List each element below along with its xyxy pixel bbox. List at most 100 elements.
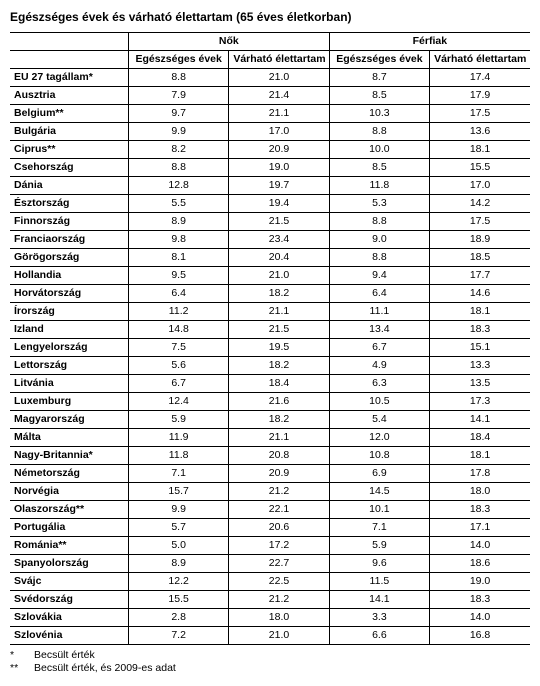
cell-value: 6.4 [128,284,228,302]
cell-value: 7.1 [128,464,228,482]
cell-value: 17.0 [430,176,530,194]
cell-value: 18.1 [430,446,530,464]
row-label: Spanyolország [10,554,128,572]
sub-header-row: Egészséges évek Várható élettartam Egész… [10,50,530,68]
row-label: Litvánia [10,374,128,392]
row-label: Izland [10,320,128,338]
cell-value: 18.3 [430,500,530,518]
cell-value: 19.0 [430,572,530,590]
group-header-row: Nők Férfiak [10,32,530,50]
cell-value: 9.7 [128,104,228,122]
row-label: Szlovákia [10,608,128,626]
cell-value: 8.5 [329,86,429,104]
cell-value: 9.6 [329,554,429,572]
table-row: Málta11.921.112.018.4 [10,428,530,446]
row-label: Hollandia [10,266,128,284]
cell-value: 10.8 [329,446,429,464]
cell-value: 18.2 [229,410,329,428]
table-row: Lettország5.618.24.913.3 [10,356,530,374]
cell-value: 17.1 [430,518,530,536]
cell-value: 12.2 [128,572,228,590]
table-row: Írország11.221.111.118.1 [10,302,530,320]
table-row: Belgium**9.721.110.317.5 [10,104,530,122]
cell-value: 6.3 [329,374,429,392]
cell-value: 11.9 [128,428,228,446]
row-label: Írország [10,302,128,320]
table-row: Hollandia9.521.09.417.7 [10,266,530,284]
cell-value: 18.0 [430,482,530,500]
cell-value: 19.5 [229,338,329,356]
group-header-women: Nők [128,32,329,50]
cell-value: 6.7 [128,374,228,392]
cell-value: 10.3 [329,104,429,122]
row-label: Svédország [10,590,128,608]
row-label: Dánia [10,176,128,194]
cell-value: 10.5 [329,392,429,410]
cell-value: 15.5 [430,158,530,176]
table-row: Izland14.821.513.418.3 [10,320,530,338]
header-blank [10,32,128,50]
group-header-men: Férfiak [329,32,530,50]
cell-value: 9.5 [128,266,228,284]
cell-value: 8.8 [128,158,228,176]
row-label: Olaszország** [10,500,128,518]
cell-value: 18.0 [229,608,329,626]
row-label: Bulgária [10,122,128,140]
row-label: Csehország [10,158,128,176]
footnote: *Becsült érték [10,649,530,663]
cell-value: 22.5 [229,572,329,590]
cell-value: 5.9 [329,536,429,554]
cell-value: 7.1 [329,518,429,536]
cell-value: 18.1 [430,140,530,158]
cell-value: 5.3 [329,194,429,212]
page-title: Egészséges évek és várható élettartam (6… [10,10,530,26]
cell-value: 9.0 [329,230,429,248]
cell-value: 8.2 [128,140,228,158]
row-label: EU 27 tagállam* [10,68,128,86]
cell-value: 14.2 [430,194,530,212]
cell-value: 15.5 [128,590,228,608]
table-row: Szlovénia7.221.06.616.8 [10,626,530,644]
cell-value: 17.5 [430,104,530,122]
table-row: Magyarország5.918.25.414.1 [10,410,530,428]
row-label: Lengyelország [10,338,128,356]
table-row: Svájc12.222.511.519.0 [10,572,530,590]
cell-value: 20.6 [229,518,329,536]
cell-value: 14.0 [430,536,530,554]
cell-value: 8.9 [128,212,228,230]
cell-value: 6.4 [329,284,429,302]
table-row: Dánia12.819.711.817.0 [10,176,530,194]
footnote: **Becsült érték, és 2009-es adat [10,662,530,676]
cell-value: 21.1 [229,104,329,122]
cell-value: 22.7 [229,554,329,572]
cell-value: 20.4 [229,248,329,266]
row-label: Luxemburg [10,392,128,410]
cell-value: 14.5 [329,482,429,500]
cell-value: 5.6 [128,356,228,374]
cell-value: 3.3 [329,608,429,626]
cell-value: 8.9 [128,554,228,572]
cell-value: 5.4 [329,410,429,428]
cell-value: 18.2 [229,356,329,374]
cell-value: 21.6 [229,392,329,410]
row-label: Németország [10,464,128,482]
cell-value: 17.8 [430,464,530,482]
cell-value: 21.1 [229,428,329,446]
row-label: Málta [10,428,128,446]
cell-value: 18.9 [430,230,530,248]
cell-value: 18.6 [430,554,530,572]
cell-value: 9.8 [128,230,228,248]
sub-header: Egészséges évek [329,50,429,68]
cell-value: 9.9 [128,122,228,140]
cell-value: 5.5 [128,194,228,212]
cell-value: 11.1 [329,302,429,320]
cell-value: 14.1 [430,410,530,428]
row-label: Franciaország [10,230,128,248]
row-label: Románia** [10,536,128,554]
cell-value: 20.9 [229,464,329,482]
row-label: Magyarország [10,410,128,428]
cell-value: 8.8 [128,68,228,86]
cell-value: 18.3 [430,590,530,608]
row-label: Görögország [10,248,128,266]
cell-value: 21.0 [229,266,329,284]
